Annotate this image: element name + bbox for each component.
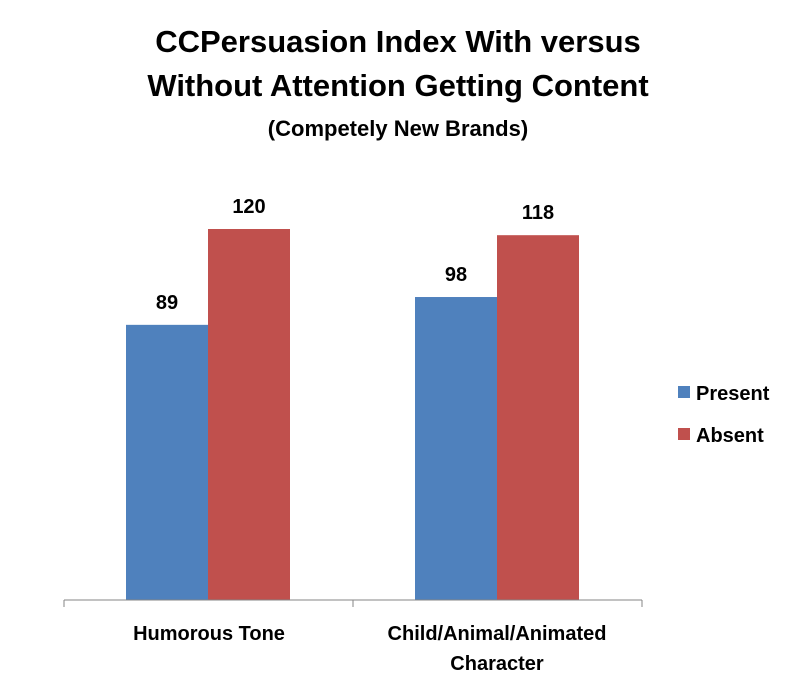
legend-swatch-present [678, 386, 690, 398]
bar-absent-2 [497, 235, 579, 600]
bar-present-2 [415, 297, 497, 600]
legend: Present Absent [678, 383, 770, 447]
legend-label-present: Present [696, 383, 770, 405]
bars-group [126, 229, 579, 600]
data-label-absent-2: 118 [522, 202, 554, 224]
x-tick-label: Humorous Tone [133, 623, 285, 645]
data-labels-group: 89 98 120 118 [156, 196, 554, 314]
data-label-present-2: 98 [445, 264, 467, 286]
chart-subtitle: (Competely New Brands) [268, 116, 528, 141]
x-tick-label: Character [450, 653, 544, 675]
legend-label-absent: Absent [696, 425, 764, 447]
chart-title-line1: CCPersuasion Index With versus [155, 24, 641, 59]
x-tick-label: Child/Animal/Animated [388, 623, 607, 645]
data-label-present-1: 89 [156, 292, 178, 314]
bar-absent-1 [208, 229, 290, 600]
data-label-absent-1: 120 [232, 196, 265, 218]
chart-title-line2: Without Attention Getting Content [147, 68, 648, 103]
bar-present-1 [126, 324, 208, 600]
legend-swatch-absent [678, 428, 690, 440]
